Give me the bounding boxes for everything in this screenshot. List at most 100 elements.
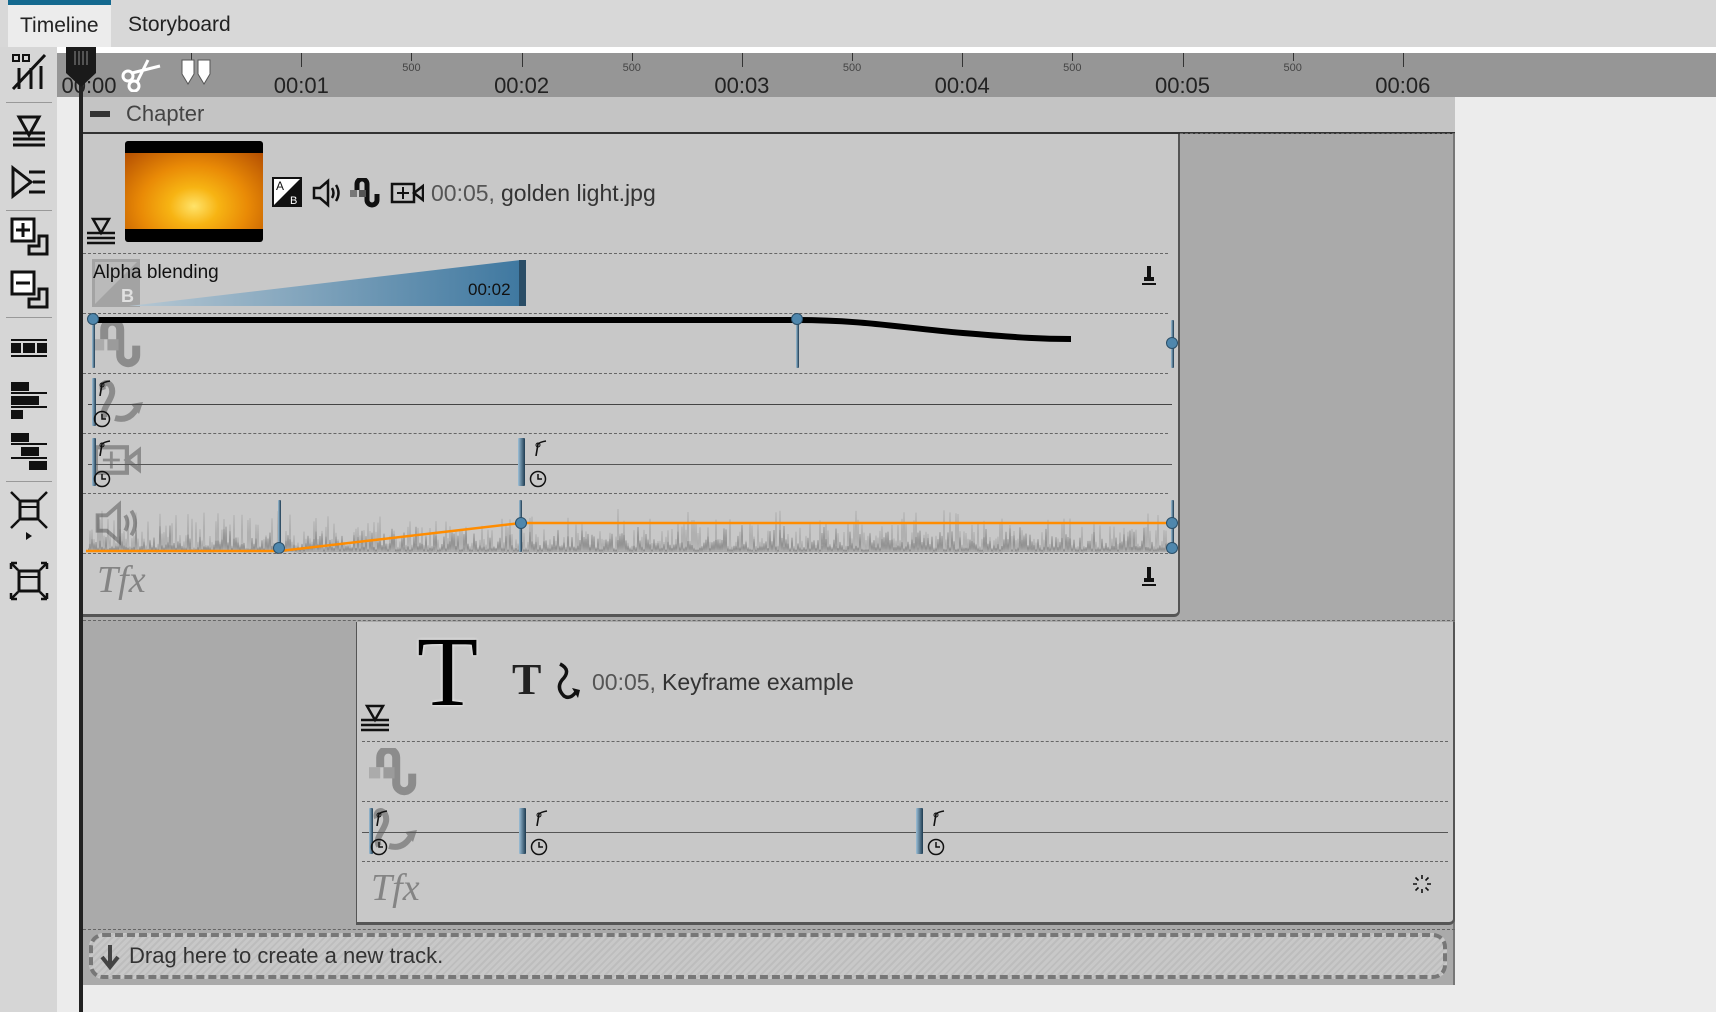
ruler-minor-tick (191, 53, 193, 61)
clip-name: golden light.jpg (501, 180, 656, 206)
clip-duration: 00:05, (592, 669, 656, 695)
alpha-blend-ramp[interactable] (129, 260, 527, 306)
path-timeline (362, 832, 1448, 833)
keyframe-dot[interactable] (791, 313, 803, 325)
keyframe-dot[interactable] (1166, 337, 1178, 349)
keyframe[interactable] (369, 808, 373, 854)
keyframe[interactable] (92, 316, 95, 368)
camera-timeline (88, 464, 1172, 465)
separator (6, 210, 52, 211)
zoom-fit-icon[interactable] (9, 490, 49, 542)
scissors-icon[interactable] (120, 56, 162, 92)
speaker-icon (95, 500, 138, 546)
motion-curve-icon[interactable] (349, 178, 381, 208)
clip-name: Keyframe example (662, 669, 854, 695)
marker-icon[interactable] (180, 58, 212, 86)
ruler-minor-tick (411, 53, 413, 61)
expand-track-icon[interactable] (9, 162, 49, 202)
time-ruler[interactable]: 00:00 00:01 500 00:02 500 00:03 500 00:04 500 00:… (57, 53, 1716, 98)
thumbnail-image[interactable] (125, 141, 263, 242)
divider (57, 47, 1716, 53)
keyframe-dot[interactable] (87, 313, 99, 325)
keyframe-dot[interactable] (515, 517, 527, 529)
clip-keyframe-example[interactable]: T T 00:05, Keyframe example Tfx (356, 622, 1455, 925)
collapse-track-icon[interactable] (360, 704, 390, 732)
keyframe[interactable] (916, 808, 923, 854)
divider (83, 553, 1168, 554)
alpha-blend-icon[interactable]: AB (271, 176, 303, 208)
tab-storyboard[interactable]: Storyboard (128, 13, 231, 36)
easing-icon (535, 440, 547, 456)
keyframe[interactable] (92, 378, 96, 426)
divider (1180, 133, 1455, 134)
collapse-icon[interactable] (90, 111, 110, 117)
ruler-label: 00:01 (273, 73, 329, 98)
path-animation-icon[interactable] (550, 662, 582, 700)
easing-icon (536, 810, 548, 826)
left-toolbar (0, 47, 57, 1012)
keyframe-dot[interactable] (1166, 542, 1178, 554)
volume-curve[interactable] (83, 494, 1180, 554)
divider (83, 493, 1168, 494)
chapter-label: Chapter (126, 101, 205, 126)
ruler-minor-label: 500 (1283, 62, 1302, 74)
separator (6, 317, 52, 318)
ruler-label: 00:03 (714, 73, 770, 98)
text-thumbnail-icon[interactable]: T (417, 616, 479, 727)
pin-icon[interactable] (1141, 566, 1157, 588)
ruler-minor-tick (631, 53, 633, 61)
clock-icon (530, 838, 548, 856)
ruler-tick (741, 53, 743, 67)
separator (6, 481, 52, 482)
playhead-handle-icon[interactable] (64, 47, 98, 87)
ruler-label: 00:04 (934, 73, 990, 98)
split-tracks-icon[interactable] (9, 52, 49, 92)
remove-track-icon[interactable] (9, 269, 49, 309)
add-track-icon[interactable] (9, 216, 49, 256)
new-track-drop-zone[interactable]: Drag here to create a new track. (89, 933, 1447, 979)
keyframe[interactable] (92, 438, 96, 486)
text-icon[interactable]: T (512, 655, 542, 704)
drop-zone-label: Drag here to create a new track. (129, 943, 444, 968)
pin-icon[interactable] (1141, 265, 1157, 287)
ruler-tick (521, 53, 523, 67)
tab-timeline[interactable]: Timeline (8, 0, 111, 47)
loading-icon[interactable] (1412, 874, 1432, 894)
easing-icon (376, 810, 388, 826)
divider (83, 620, 1455, 621)
alpha-blend-time: 00:02 (468, 280, 511, 299)
collapse-track-icon[interactable] (9, 109, 49, 149)
keyframe-dot[interactable] (1166, 517, 1178, 529)
zoom-expand-icon[interactable] (9, 561, 49, 601)
keyframe[interactable] (519, 808, 526, 854)
waveform-body (88, 525, 1173, 554)
ruler-minor-label: 500 (842, 62, 862, 74)
ruler-tick (1182, 53, 1184, 67)
audio-waveform (88, 508, 1173, 554)
keyframe[interactable] (518, 438, 525, 486)
path-timeline (88, 404, 1172, 405)
divider (83, 373, 1168, 374)
keyframe[interactable] (796, 318, 799, 368)
camera-pan-icon[interactable] (390, 181, 424, 205)
clock-icon (93, 410, 111, 428)
effects-icon: Tfx (371, 867, 420, 909)
motion-curve[interactable] (83, 314, 1180, 374)
align-left-icon[interactable] (9, 380, 49, 420)
divider (362, 861, 1448, 862)
motion-curve-icon (369, 748, 417, 796)
divider (83, 313, 1168, 314)
speaker-icon[interactable] (311, 178, 341, 208)
align-staggered-icon[interactable] (9, 431, 49, 471)
ruler-label: 00:02 (494, 73, 550, 98)
playhead[interactable] (79, 53, 83, 1012)
filmstrip-view-icon[interactable] (9, 328, 49, 368)
keyframe[interactable] (278, 500, 281, 552)
arrow-down-icon (100, 945, 120, 971)
tab-bar: Timeline Storyboard (0, 0, 1716, 47)
clock-icon (93, 470, 111, 488)
collapse-track-icon[interactable] (86, 217, 116, 245)
divider (362, 801, 1448, 802)
chapter-header[interactable]: Chapter (83, 97, 1455, 134)
